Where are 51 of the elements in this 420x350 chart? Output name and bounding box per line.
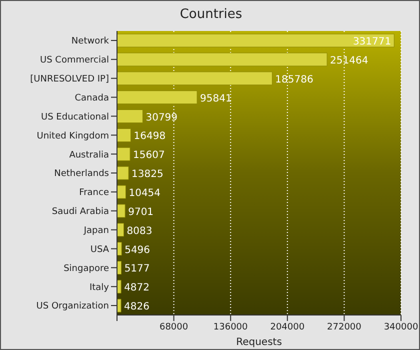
x-tick-label: 340000 [384, 322, 418, 332]
data-label: 5496 [124, 244, 150, 256]
data-label: 95841 [200, 93, 232, 104]
y-tick-label: USA [90, 244, 110, 255]
y-tick-label: Saudi Arabia [52, 207, 109, 218]
x-tick-label: 272000 [327, 322, 362, 332]
bar [117, 110, 143, 124]
y-tick-label: Network [71, 36, 110, 47]
data-label: 331771 [352, 36, 392, 48]
y-tick-label: Japan [82, 226, 109, 236]
data-label: 4872 [124, 282, 150, 294]
bar [117, 147, 130, 161]
data-label: 10454 [128, 188, 161, 199]
y-tick-label: Netherlands [54, 169, 110, 180]
data-label: 13825 [132, 169, 164, 180]
data-label: 185786 [275, 74, 314, 86]
bar [117, 52, 328, 66]
data-label: 15607 [133, 150, 165, 162]
chart-title: Countries [178, 7, 244, 22]
y-tick-label: France [79, 188, 110, 198]
x-tick-label: 204000 [270, 322, 305, 332]
data-label: 8083 [126, 226, 152, 237]
bar [117, 72, 272, 86]
data-label: 16498 [134, 131, 166, 142]
bar [117, 128, 132, 142]
y-tick-label: Canada [74, 93, 109, 104]
bar [117, 185, 126, 199]
bar [117, 166, 129, 180]
y-tick-label: US Organization [36, 302, 109, 312]
bar [117, 242, 122, 256]
data-label: 4826 [124, 302, 150, 313]
bar [117, 204, 126, 218]
bar [117, 34, 394, 48]
bar [117, 223, 124, 237]
x-tick-label: 136000 [213, 322, 248, 332]
bar [117, 280, 122, 294]
y-tick-label: Italy [89, 282, 110, 293]
y-tick-label: Australia [69, 150, 109, 160]
y-tick-label: United Kingdom [36, 131, 109, 142]
y-tick-label: [UNRESOLVED IP] [30, 74, 109, 85]
data-label: 251464 [330, 55, 368, 66]
data-label: 30799 [146, 112, 178, 124]
bar [117, 298, 122, 312]
data-label: 5177 [124, 264, 150, 275]
bar [117, 90, 198, 104]
y-tick-label: Singapore [64, 264, 110, 274]
y-tick-label: US Commercial [40, 56, 109, 66]
data-label: 9701 [128, 206, 154, 218]
x-axis-title: Requests [236, 337, 282, 348]
x-tick-label: 68000 [159, 322, 188, 332]
y-tick-label: US Educational [41, 112, 109, 122]
